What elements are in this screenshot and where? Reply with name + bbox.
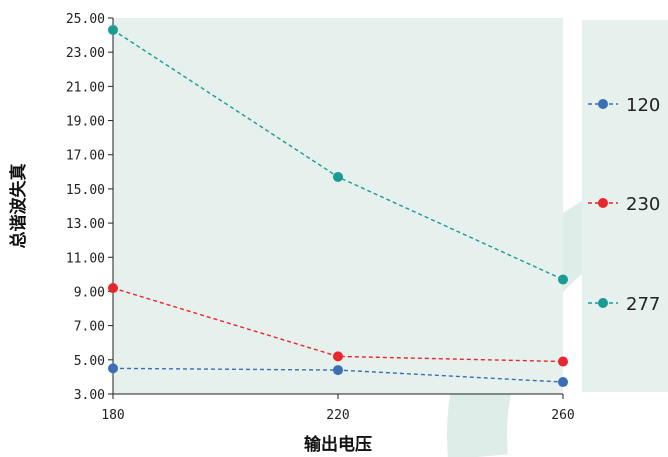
data-point-277 xyxy=(108,24,118,35)
y-tick-label: 15.00 xyxy=(66,183,105,198)
data-point-120 xyxy=(333,365,343,376)
legend-panel xyxy=(582,20,668,392)
y-tick-label: 25.00 xyxy=(66,12,105,27)
data-point-230 xyxy=(333,351,343,362)
data-point-277 xyxy=(558,274,568,285)
y-tick-label: 17.00 xyxy=(66,149,105,164)
data-point-120 xyxy=(108,363,118,374)
y-tick-label: 11.00 xyxy=(66,251,105,266)
x-tick-label: 220 xyxy=(326,408,349,423)
y-tick-label: 23.00 xyxy=(66,46,105,61)
x-axis-title: 输出电压 xyxy=(304,434,372,455)
y-tick-label: 21.00 xyxy=(66,80,105,95)
data-point-277 xyxy=(333,171,343,182)
legend-marker-120 xyxy=(598,99,608,109)
legend-label-230: 230 xyxy=(626,194,660,215)
y-tick-label: 5.00 xyxy=(74,354,105,369)
y-tick-label: 13.00 xyxy=(66,217,105,232)
series-line-230 xyxy=(112,287,564,363)
data-point-120 xyxy=(558,377,568,388)
x-tick-label: 180 xyxy=(101,408,124,423)
y-tick-label: 9.00 xyxy=(74,285,105,300)
legend-label-120: 120 xyxy=(626,95,660,116)
y-tick-label: 3.00 xyxy=(74,388,105,403)
data-point-230 xyxy=(108,283,118,294)
legend-label-277: 277 xyxy=(626,294,660,315)
legend-marker-230 xyxy=(598,198,608,208)
plot-area xyxy=(113,18,563,394)
y-tick-label: 7.00 xyxy=(74,320,105,335)
y-tick-label: 19.00 xyxy=(66,115,105,130)
y-axis-title: 总谐波失真 xyxy=(8,164,29,249)
data-point-230 xyxy=(558,356,568,367)
legend-marker-277 xyxy=(598,298,608,308)
x-tick-label: 260 xyxy=(551,408,574,423)
